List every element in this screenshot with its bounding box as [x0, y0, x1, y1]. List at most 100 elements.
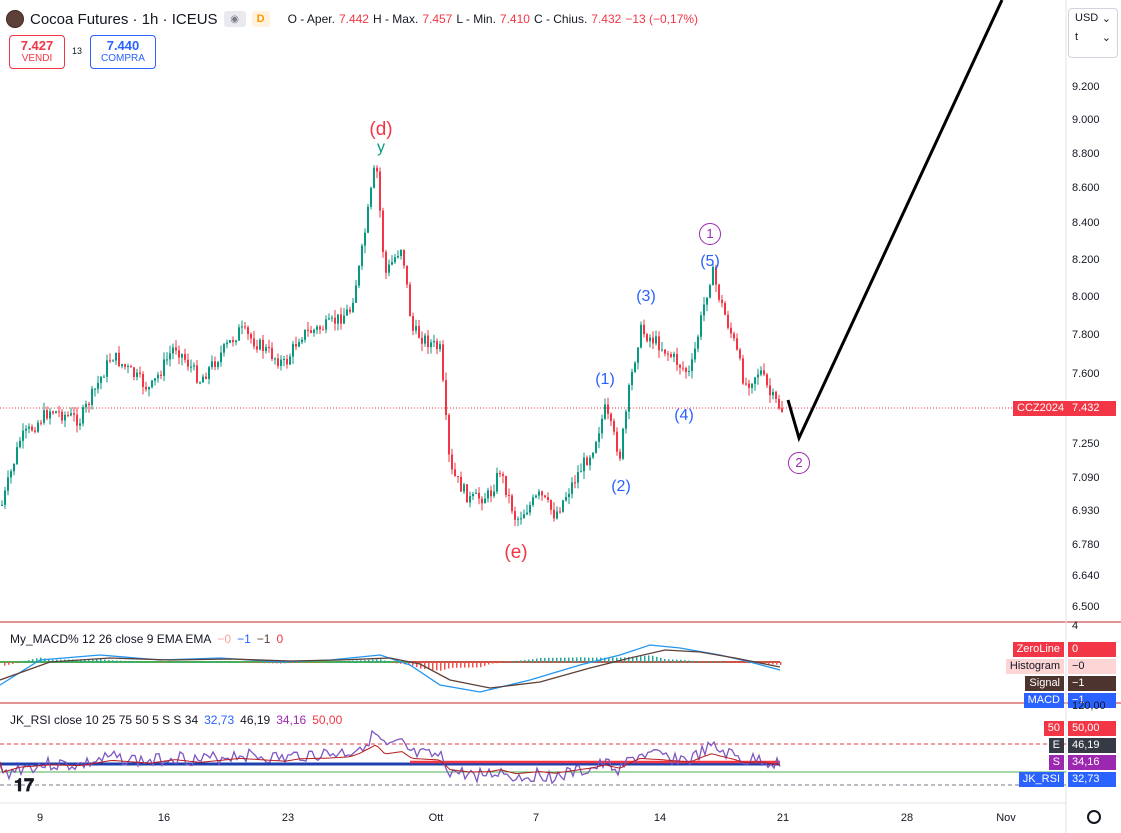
candle-body: [556, 511, 558, 519]
macd-hist-bar: [324, 661, 326, 663]
candle-body: [547, 497, 549, 500]
candle-body: [130, 365, 132, 368]
candle-body: [520, 518, 522, 520]
price-tick-label: 8.200: [1072, 254, 1100, 266]
time-tick-label: 7: [532, 812, 540, 824]
candle-body: [748, 383, 750, 388]
macd-hist-bar: [524, 660, 526, 663]
eye-icon[interactable]: ◉: [223, 11, 246, 27]
legend-value: 50,00: [1068, 721, 1116, 736]
candle-body: [235, 340, 237, 343]
candle-body: [637, 347, 639, 363]
candle-body: [724, 303, 726, 315]
macd-hist-bar: [392, 662, 394, 663]
macd-hist-bar: [188, 661, 190, 663]
candle-body: [4, 490, 6, 505]
candle-body: [112, 360, 114, 362]
projection-path[interactable]: [786, 0, 1004, 443]
cocoa-symbol-icon[interactable]: [6, 10, 24, 28]
price-tick-label: 6.500: [1072, 601, 1100, 613]
sell-button[interactable]: 7.427 VENDI: [9, 35, 65, 69]
price-tick-label: 9.000: [1072, 114, 1100, 126]
settings-gear-icon[interactable]: [1087, 810, 1101, 824]
candle-body: [727, 314, 729, 328]
candle-body: [67, 414, 69, 416]
macd-hist-bar: [768, 662, 770, 665]
candle-body: [718, 284, 720, 300]
macd-hist-bar: [8, 662, 10, 665]
candle-body: [136, 372, 138, 377]
macd-hist-bar: [348, 660, 350, 663]
macd-hist-bar: [520, 660, 522, 663]
candle-body: [691, 359, 693, 372]
candle-body: [562, 500, 564, 512]
rsi-scale-top: 120,00: [1072, 700, 1106, 712]
candle-body: [754, 377, 756, 384]
candle-body: [658, 336, 660, 351]
candle-body: [595, 441, 597, 453]
price-tick-label: 7.600: [1072, 368, 1100, 380]
candle-body: [661, 349, 663, 351]
candle-body: [646, 334, 648, 342]
delayed-badge[interactable]: D: [251, 11, 270, 27]
candle-body: [292, 343, 294, 357]
macd-hist-bar: [356, 660, 358, 663]
candle-body: [760, 370, 762, 375]
wave-label-2: (2): [611, 478, 631, 495]
macd-hist-bar: [780, 662, 782, 665]
macd-title: My_MACD% 12 26 close 9 EMA EMA: [10, 632, 212, 646]
candle-body: [778, 398, 780, 409]
candle-body: [508, 495, 510, 497]
candle-body: [643, 324, 645, 335]
candle-body: [268, 347, 270, 349]
candle-body: [160, 374, 162, 376]
candle-body: [394, 257, 396, 263]
macd-hist-bar: [580, 657, 582, 663]
candle-body: [202, 376, 204, 383]
wave-circle-1: 1: [699, 223, 721, 245]
macd-hist-bar: [288, 662, 290, 664]
price-series: [1, 165, 783, 527]
candle-body: [88, 403, 90, 406]
macd-hist-bar: [388, 661, 390, 663]
candle-body: [103, 376, 105, 378]
tradingview-logo[interactable]: 𝟏𝟕: [14, 775, 35, 795]
macd-hist-bar: [80, 659, 82, 663]
current-price-tag: 7.432: [1068, 401, 1116, 416]
candle-body: [406, 265, 408, 285]
candle-body: [769, 385, 771, 396]
macd-hist-bar: [724, 661, 726, 663]
candle-body: [634, 362, 636, 372]
macd-hist-bar: [728, 662, 730, 663]
macd-hist-bar: [604, 657, 606, 663]
candle-body: [541, 491, 543, 496]
candle-body: [184, 353, 186, 360]
currency-code: USD: [1075, 12, 1099, 24]
candle-body: [385, 251, 387, 273]
legend-value: −0: [1068, 659, 1116, 674]
macd-hist-bar: [164, 662, 166, 663]
macd-hist-bar: [576, 657, 578, 663]
macd-hist-bar: [228, 661, 230, 663]
candle-body: [472, 493, 474, 497]
candle-body: [250, 334, 252, 339]
macd-line: [0, 644, 781, 693]
rsi-title-row[interactable]: JK_RSI close 10 25 75 50 5 S S 34 32,73 …: [10, 713, 342, 727]
chart-title[interactable]: Cocoa Futures · 1h · ICEUS: [30, 10, 218, 28]
buy-button[interactable]: 7.440 COMPRA: [90, 35, 156, 69]
macd-title-row[interactable]: My_MACD% 12 26 close 9 EMA EMA −0 −1 −1 …: [10, 632, 283, 646]
spread-value: 13: [72, 46, 83, 56]
rsi-val-3: 34,16: [276, 713, 307, 727]
candle-body: [757, 374, 759, 378]
currency-selector[interactable]: USD ⌄ t ⌄: [1068, 8, 1118, 58]
macd-hist-bar: [76, 659, 78, 663]
candle-body: [124, 364, 126, 367]
macd-hist-bar: [504, 661, 506, 663]
candle-body: [76, 414, 78, 426]
candle-body: [10, 471, 12, 478]
macd-hist-bar: [488, 662, 490, 665]
candle-body: [94, 388, 96, 390]
macd-hist-bar: [460, 662, 462, 668]
candle-body: [478, 492, 480, 499]
